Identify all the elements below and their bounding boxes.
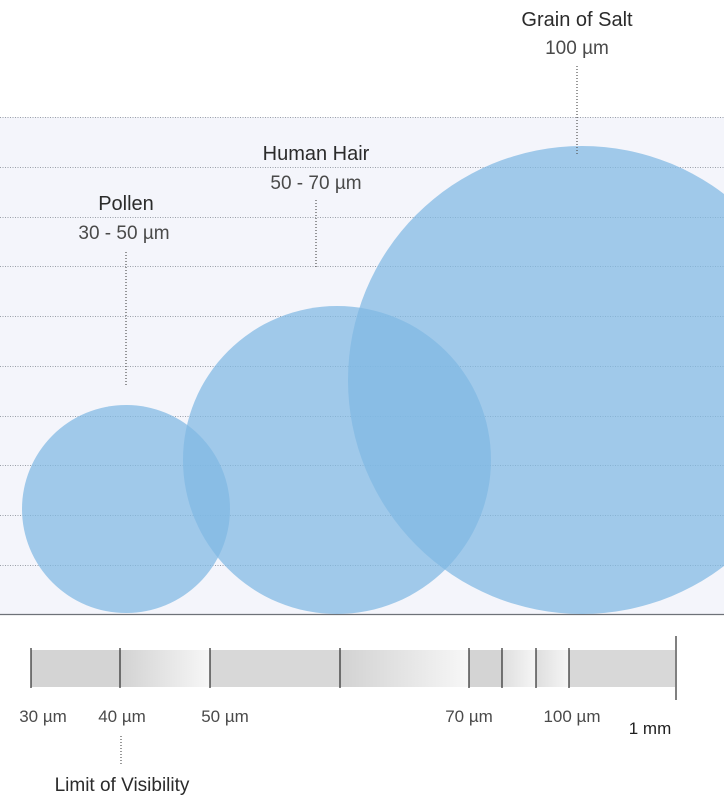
leader-lines xyxy=(120,66,578,766)
scale-segment xyxy=(536,650,569,687)
scale-segment xyxy=(210,650,340,687)
particle-circles xyxy=(22,146,724,614)
scale-segment xyxy=(31,650,120,687)
scale-segment xyxy=(569,650,675,687)
scale-label-70um: 70 µm xyxy=(445,707,493,726)
pollen-circle xyxy=(22,405,230,613)
pollen-name: Pollen xyxy=(98,193,154,215)
scale-segment xyxy=(340,650,469,687)
scale-label-40um: 40 µm xyxy=(98,707,146,726)
scale-label-100um: 100 µm xyxy=(543,707,600,726)
grain-of-salt-size: 100 µm xyxy=(545,38,609,59)
scale-segment xyxy=(120,650,210,687)
pollen-size: 30 - 50 µm xyxy=(78,223,169,244)
human-hair-size: 50 - 70 µm xyxy=(270,173,361,194)
scale-label-50um: 50 µm xyxy=(201,707,249,726)
grain-of-salt-name: Grain of Salt xyxy=(521,9,633,31)
human-hair-name: Human Hair xyxy=(263,143,370,165)
grain-of-salt-circle xyxy=(348,146,724,614)
scale-segment xyxy=(469,650,502,687)
scale-label-1mm: 1 mm xyxy=(629,719,672,738)
scale-label-30um: 30 µm xyxy=(19,707,67,726)
scale-bar: 30 µm 40 µm 50 µm 70 µm 100 µm 1 mm Limi… xyxy=(19,636,677,796)
scale-segment xyxy=(502,650,536,687)
limit-of-visibility-label: Limit of Visibility xyxy=(55,775,190,796)
